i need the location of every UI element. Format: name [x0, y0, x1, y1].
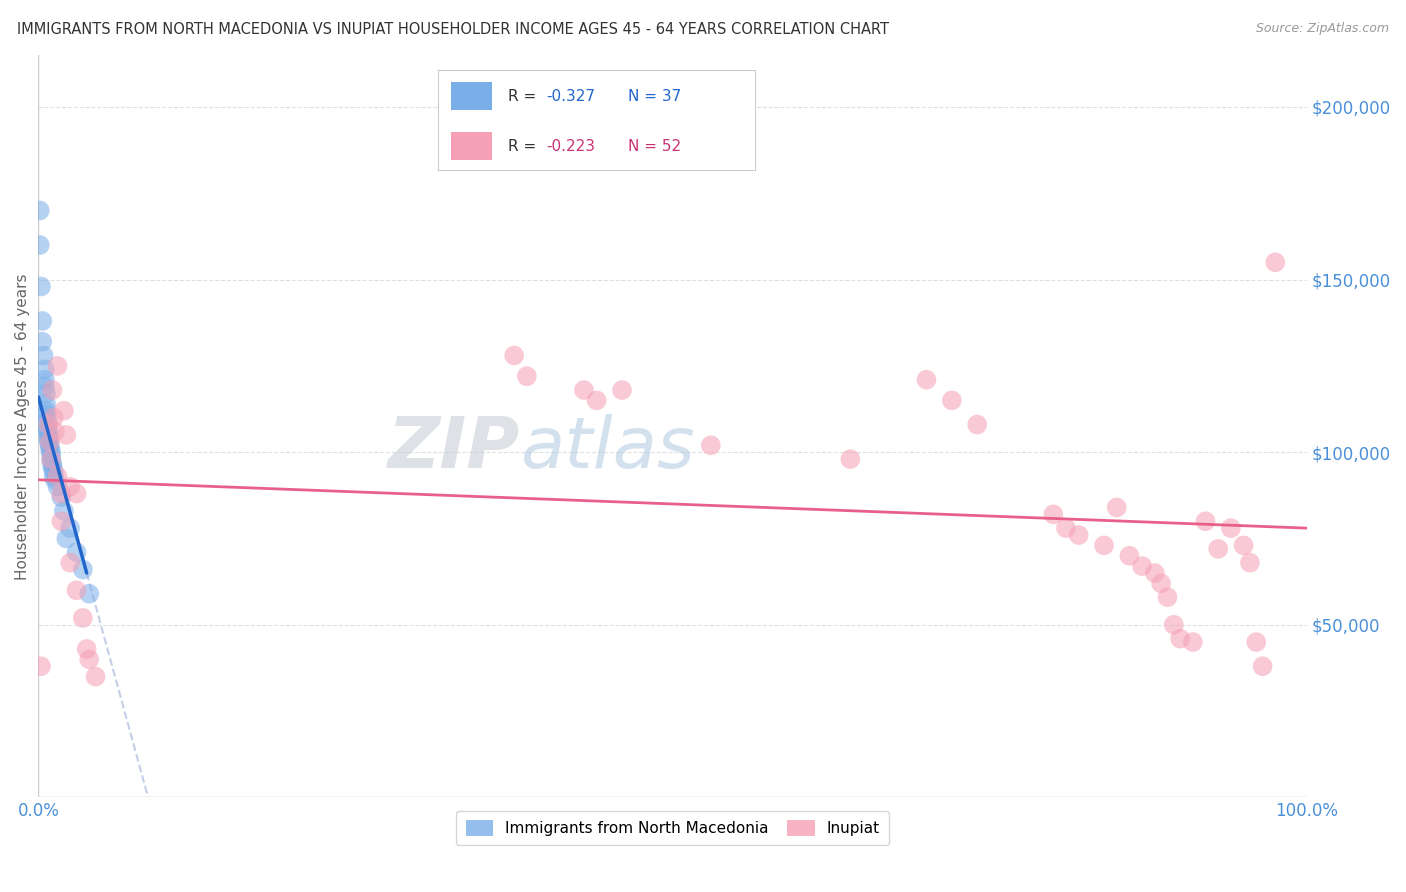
Point: [42, 469, 65, 483]
Point: [1067, 528, 1090, 542]
Point: [55, 428, 77, 442]
Point: [46, 480, 69, 494]
Point: [966, 417, 988, 432]
Point: [915, 373, 938, 387]
Point: [84, 670, 107, 684]
Point: [39, 452, 62, 467]
Point: [41, 460, 63, 475]
Point: [42, 464, 65, 478]
Point: [44, 425, 66, 439]
Point: [1232, 538, 1254, 552]
Point: [839, 452, 862, 467]
Point: [28, 238, 51, 252]
Point: [1150, 576, 1173, 591]
Point: [72, 563, 94, 577]
Point: [35, 403, 58, 417]
Point: [59, 480, 82, 494]
Point: [38, 442, 60, 456]
Point: [1246, 635, 1268, 649]
Point: [610, 383, 633, 397]
Point: [1181, 635, 1204, 649]
Point: [77, 652, 100, 666]
Point: [55, 532, 77, 546]
Point: [38, 417, 60, 432]
Point: [34, 379, 56, 393]
Point: [1239, 556, 1261, 570]
Point: [46, 359, 69, 373]
Point: [35, 397, 58, 411]
Point: [30, 279, 52, 293]
Point: [1206, 541, 1229, 556]
Point: [65, 583, 87, 598]
Point: [30, 659, 52, 673]
Point: [37, 414, 59, 428]
Point: [34, 373, 56, 387]
Point: [1105, 500, 1128, 515]
Point: [700, 438, 723, 452]
Point: [65, 486, 87, 500]
Point: [41, 457, 63, 471]
Point: [1168, 632, 1191, 646]
Point: [1118, 549, 1140, 563]
Point: [38, 438, 60, 452]
Point: [31, 334, 53, 349]
Point: [1054, 521, 1077, 535]
Point: [41, 383, 63, 397]
Point: [59, 556, 82, 570]
Point: [38, 434, 60, 449]
Point: [51, 490, 73, 504]
Point: [72, 611, 94, 625]
Y-axis label: Householder Income Ages 45 - 64 years: Householder Income Ages 45 - 64 years: [15, 273, 30, 580]
Point: [1156, 591, 1178, 605]
Point: [42, 410, 65, 425]
Point: [37, 425, 59, 439]
Point: [52, 403, 75, 417]
Point: [52, 504, 75, 518]
Point: [1042, 508, 1064, 522]
Point: [44, 473, 66, 487]
Point: [1092, 538, 1115, 552]
Legend: Immigrants from North Macedonia, Inupiat: Immigrants from North Macedonia, Inupiat: [457, 811, 889, 846]
Text: ZIP: ZIP: [388, 414, 520, 483]
Point: [503, 349, 526, 363]
Point: [51, 486, 73, 500]
Point: [76, 642, 98, 657]
Point: [39, 449, 62, 463]
Point: [77, 587, 100, 601]
Point: [31, 314, 53, 328]
Text: IMMIGRANTS FROM NORTH MACEDONIA VS INUPIAT HOUSEHOLDER INCOME AGES 45 - 64 YEARS: IMMIGRANTS FROM NORTH MACEDONIA VS INUPI…: [17, 22, 889, 37]
Point: [35, 386, 58, 401]
Point: [35, 407, 58, 421]
Point: [38, 431, 60, 445]
Point: [65, 545, 87, 559]
Point: [585, 393, 607, 408]
Point: [39, 445, 62, 459]
Point: [516, 369, 538, 384]
Text: atlas: atlas: [520, 414, 695, 483]
Point: [38, 428, 60, 442]
Point: [572, 383, 595, 397]
Point: [1194, 514, 1216, 528]
Point: [34, 362, 56, 376]
Point: [38, 434, 60, 449]
Point: [1264, 255, 1286, 269]
Point: [1219, 521, 1241, 535]
Point: [51, 514, 73, 528]
Text: Source: ZipAtlas.com: Source: ZipAtlas.com: [1256, 22, 1389, 36]
Point: [941, 393, 963, 408]
Point: [1251, 659, 1274, 673]
Point: [1163, 617, 1185, 632]
Point: [32, 349, 55, 363]
Point: [28, 203, 51, 218]
Point: [39, 454, 62, 468]
Point: [46, 469, 69, 483]
Point: [59, 521, 82, 535]
Point: [1130, 559, 1153, 574]
Point: [1143, 566, 1166, 580]
Point: [37, 421, 59, 435]
